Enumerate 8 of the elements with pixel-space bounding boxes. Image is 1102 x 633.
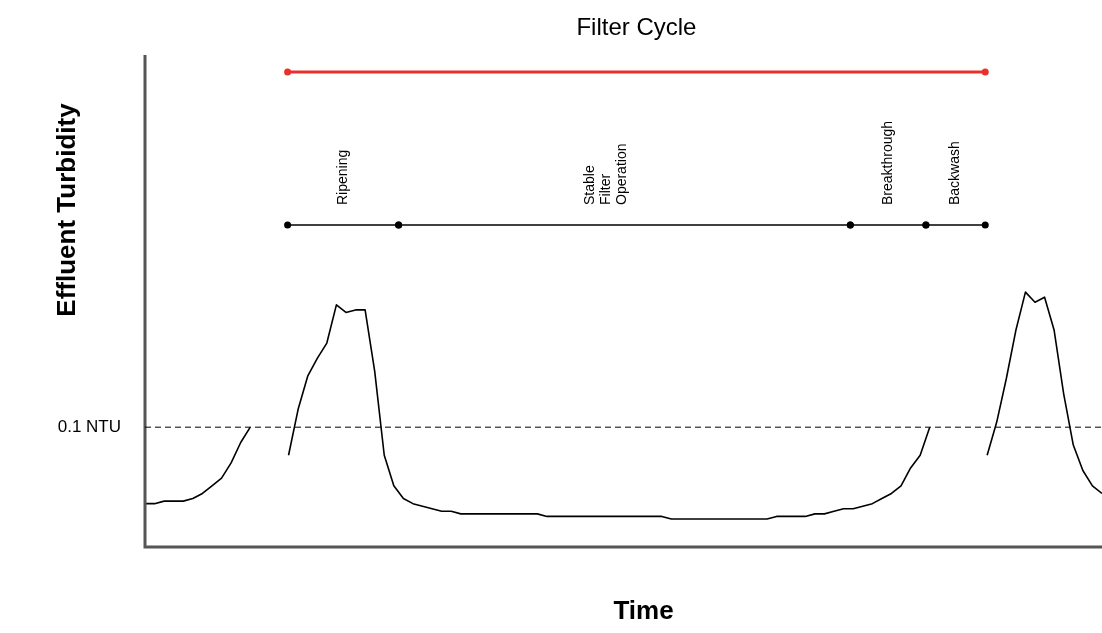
y-axis-title: Effluent Turbidity <box>51 102 82 317</box>
text: Breakthrough <box>878 120 895 205</box>
text: Stable Filter Operation <box>581 143 630 205</box>
text: Filter Cycle <box>576 12 697 40</box>
text: Ripening <box>333 149 350 205</box>
text: Backwash <box>946 141 963 205</box>
x-axis-title: Time <box>613 595 674 626</box>
ref-line-label: 0.1 NTU <box>57 416 121 436</box>
